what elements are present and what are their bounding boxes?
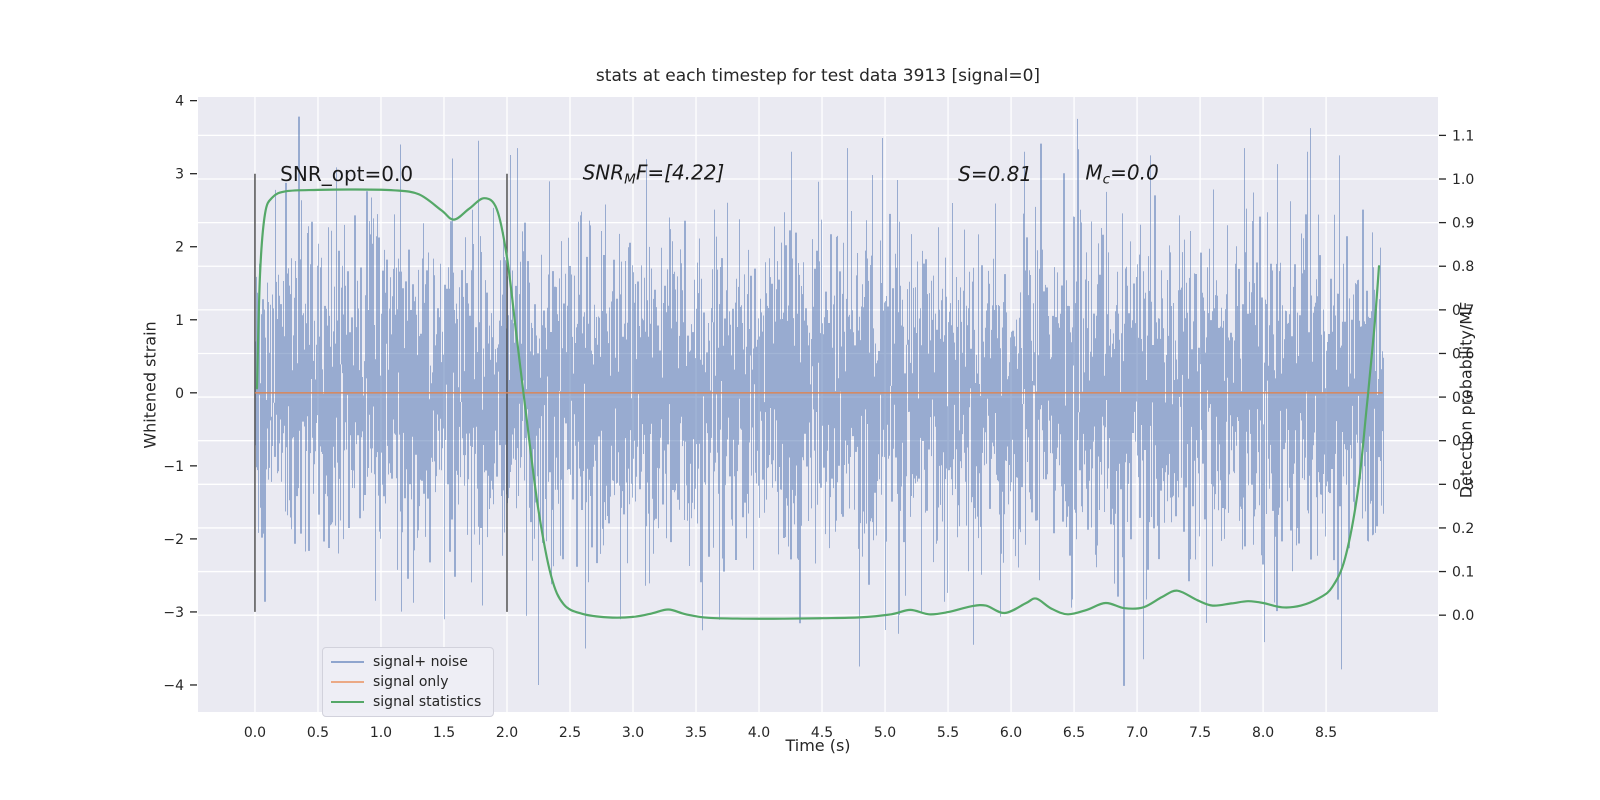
x-tick-label: 7.5 bbox=[1189, 725, 1211, 741]
y-right-tick-label: 0.2 bbox=[1452, 521, 1474, 537]
x-tick-label: 8.0 bbox=[1252, 725, 1274, 741]
x-tick-label: 3.0 bbox=[622, 725, 644, 741]
x-tick-label: 2.5 bbox=[559, 725, 581, 741]
y-left-tick-label: −1 bbox=[163, 459, 184, 475]
legend: signal+ noise signal only signal statist… bbox=[322, 647, 494, 717]
y-axis-label-left: Whitened strain bbox=[140, 321, 160, 449]
x-axis-label: Time (s) bbox=[785, 736, 851, 755]
y-left-tick-label: −3 bbox=[163, 605, 184, 621]
y-right-tick-label: 0.7 bbox=[1452, 303, 1474, 319]
x-tick-label: 3.5 bbox=[685, 725, 707, 741]
tick-marks bbox=[190, 100, 1446, 686]
series-signal-statistics bbox=[255, 188, 1381, 620]
x-tick-label: 0.0 bbox=[244, 725, 266, 741]
x-tick-label: 5.5 bbox=[937, 725, 959, 741]
x-tick-label: 7.0 bbox=[1126, 725, 1148, 741]
x-tick-label: 8.5 bbox=[1315, 725, 1337, 741]
legend-label: signal+ noise bbox=[373, 654, 468, 670]
y-right-tick-labels: 0.0 0.1 0.2 0.3 0.4 0.5 0.6 0.7 0.8 0.9 1.0 1.1 bbox=[1452, 128, 1474, 624]
x-tick-label: 6.5 bbox=[1063, 725, 1085, 741]
y-right-tick-label: 1.0 bbox=[1452, 172, 1474, 188]
legend-item-signal-only: signal only bbox=[331, 674, 483, 690]
x-tick-label: 2.0 bbox=[496, 725, 518, 741]
annotation: Mc=0.0 bbox=[1085, 160, 1159, 188]
legend-line-signal-only bbox=[331, 681, 364, 683]
legend-label: signal statistics bbox=[373, 694, 482, 710]
x-tick-labels: 0.0 0.5 1.0 1.5 2.0 2.5 3.0 3.5 4.0 4.5 5.0 5.5 6.0 6… bbox=[244, 725, 1337, 741]
y-right-tick-label: 0.6 bbox=[1452, 346, 1474, 362]
x-tick-label: 4.5 bbox=[811, 725, 833, 741]
chart-title: stats at each timestep for test data 391… bbox=[595, 66, 1041, 86]
y-right-tick-label: 0.0 bbox=[1452, 608, 1474, 624]
legend-line-signal-noise bbox=[331, 661, 364, 663]
y-right-tick-label: 0.4 bbox=[1452, 434, 1474, 450]
legend-item-signal-noise: signal+ noise bbox=[331, 654, 483, 670]
x-tick-label: 1.0 bbox=[370, 725, 392, 741]
legend-item-signal-statistics: signal statistics bbox=[331, 694, 483, 710]
y-right-tick-label: 1.1 bbox=[1452, 128, 1474, 144]
y-left-tick-label: 0 bbox=[175, 386, 184, 402]
y-right-tick-label: 0.3 bbox=[1452, 477, 1474, 493]
y-left-tick-label: 2 bbox=[175, 240, 184, 256]
annotation: S=0.81 bbox=[958, 161, 1033, 186]
legend-label: signal only bbox=[373, 674, 449, 690]
y-right-tick-label: 0.5 bbox=[1452, 390, 1474, 406]
x-tick-label: 4.0 bbox=[748, 725, 770, 741]
y-left-tick-label: −4 bbox=[163, 678, 184, 694]
y-left-tick-label: 4 bbox=[175, 94, 184, 110]
x-tick-label: 1.5 bbox=[433, 725, 455, 741]
annotation: SNR_opt=0.0 bbox=[280, 161, 414, 186]
y-left-tick-label: 3 bbox=[175, 167, 184, 183]
y-left-tick-label: 1 bbox=[175, 313, 184, 329]
x-tick-label: 5.0 bbox=[874, 725, 896, 741]
y-right-tick-label: 0.1 bbox=[1452, 565, 1474, 581]
y-left-tick-labels: −4 −3 −2 −1 0 1 2 3 4 bbox=[163, 94, 184, 694]
y-right-tick-label: 0.9 bbox=[1452, 216, 1474, 232]
annotation: SNRMF=[4.22] bbox=[582, 160, 725, 188]
x-tick-label: 6.0 bbox=[1000, 725, 1022, 741]
y-axis-label-right: Detection probability/MF bbox=[1456, 301, 1476, 499]
legend-line-signal-statistics bbox=[331, 701, 364, 703]
y-left-tick-label: −2 bbox=[163, 532, 184, 548]
x-tick-label: 0.5 bbox=[307, 725, 329, 741]
y-right-tick-label: 0.8 bbox=[1452, 259, 1474, 275]
